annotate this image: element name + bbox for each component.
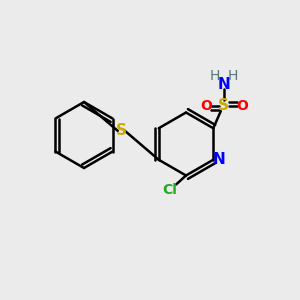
Text: Cl: Cl bbox=[162, 184, 177, 197]
Text: H: H bbox=[228, 69, 238, 83]
Text: O: O bbox=[200, 99, 212, 113]
Text: H: H bbox=[210, 69, 220, 83]
Text: S: S bbox=[116, 123, 127, 138]
Text: O: O bbox=[236, 99, 248, 113]
Text: N: N bbox=[218, 76, 230, 92]
Text: N: N bbox=[212, 152, 225, 167]
Text: S: S bbox=[218, 98, 229, 113]
